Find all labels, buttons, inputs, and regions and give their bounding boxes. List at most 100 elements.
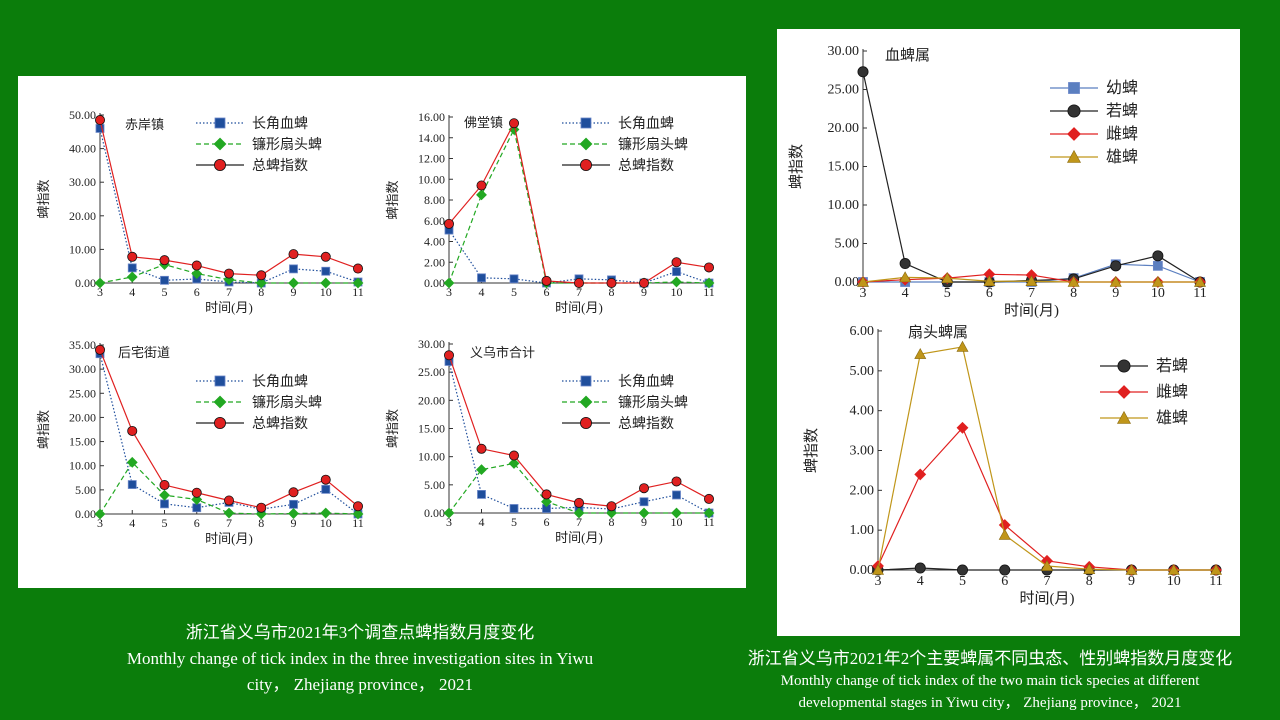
- x-tick-label: 10: [320, 516, 332, 530]
- data-point: [443, 350, 454, 361]
- data-point: [223, 507, 235, 519]
- data-point: [191, 494, 203, 505]
- x-tick-label: 6: [544, 285, 550, 299]
- y-tick-label: 0.00: [835, 275, 860, 290]
- chart-title: 扇头蜱属: [908, 324, 968, 341]
- left-caption-zh: 浙江省义乌市2021年3个调查点蜱指数月度变化: [185, 623, 535, 642]
- data-point: [1151, 275, 1164, 287]
- data-point: [671, 257, 682, 268]
- data-point: [256, 270, 267, 281]
- y-tick-label: 0.00: [424, 506, 445, 520]
- y-tick-label: 20.00: [69, 209, 96, 223]
- legend-label: 长角血蜱: [252, 374, 308, 390]
- y-tick-label: 6.00: [424, 214, 445, 228]
- y-tick-label: 1.00: [850, 523, 875, 538]
- x-tick-label: 10: [320, 285, 332, 299]
- y-tick-label: 20.00: [418, 393, 445, 407]
- data-point: [606, 277, 617, 288]
- data-point: [1109, 275, 1122, 287]
- data-point: [126, 456, 138, 468]
- x-tick-label: 7: [226, 285, 232, 299]
- left-caption-en-2: city， Zhejiang province， 2021: [246, 675, 474, 694]
- data-point: [159, 489, 170, 501]
- x-tick-label: 5: [944, 286, 951, 301]
- y-tick-label: 2.00: [850, 483, 875, 498]
- data-point: [508, 118, 519, 129]
- chart-3: 0.00 5.00 10.00 15.00 20.00 25.00 30.00 35.00 3 4…: [36, 338, 364, 546]
- data-point: [703, 277, 715, 289]
- y-axis-label: 蜱指数: [385, 180, 400, 219]
- x-tick-label: 10: [671, 515, 683, 529]
- data-point: [672, 490, 681, 500]
- chart-5: 0.00 5.00 10.00 15.00 20.00 25.00 30.00 3 4 5 6 7 8 9…: [788, 44, 1207, 319]
- data-point: [541, 489, 552, 500]
- legend-label: 镰形扇头蜱: [618, 136, 688, 153]
- data-point: [476, 180, 487, 191]
- data-point: [95, 344, 106, 355]
- data-point: [94, 508, 106, 520]
- x-tick-label: 11: [352, 516, 364, 530]
- y-tick-label: 4.00: [850, 404, 875, 419]
- data-point: [1083, 563, 1096, 575]
- y-axis-label: 蜱指数: [803, 428, 820, 473]
- y-tick-label: 0.00: [75, 507, 96, 521]
- y-tick-label: 10.00: [828, 198, 860, 213]
- x-tick-label: 4: [479, 515, 485, 529]
- data-point: [1167, 563, 1180, 575]
- legend-marker: [1068, 82, 1080, 94]
- data-point: [95, 115, 106, 126]
- data-point: [914, 562, 926, 574]
- left-figure-panel: [18, 76, 746, 588]
- data-point: [191, 268, 203, 280]
- data-point: [983, 275, 996, 287]
- y-tick-label: 10.00: [418, 450, 445, 464]
- legend-marker: [213, 158, 226, 171]
- data-point: [320, 474, 331, 485]
- y-tick-label: 30.00: [418, 337, 445, 351]
- data-point: [288, 487, 299, 498]
- x-tick-label: 5: [511, 285, 517, 299]
- x-tick-label: 3: [97, 516, 103, 530]
- data-point: [509, 504, 519, 513]
- chart-title: 赤岸镇: [125, 117, 164, 132]
- data-point: [703, 507, 715, 519]
- data-point: [476, 464, 487, 476]
- data-point: [1209, 563, 1223, 575]
- data-point: [508, 458, 520, 469]
- data-point: [443, 507, 455, 519]
- legend-marker: [1117, 385, 1131, 399]
- data-point: [914, 468, 927, 481]
- data-point: [574, 497, 585, 508]
- data-point: [1025, 275, 1038, 287]
- y-tick-label: 2.00: [424, 255, 445, 269]
- x-tick-label: 4: [129, 516, 135, 530]
- x-tick-label: 8: [1086, 574, 1093, 589]
- data-point: [671, 476, 682, 487]
- x-tick-label: 6: [986, 286, 993, 301]
- x-tick-label: 7: [576, 285, 582, 299]
- legend-label: 雌蜱: [1106, 125, 1138, 143]
- x-tick-label: 8: [609, 515, 615, 529]
- data-point: [509, 274, 519, 284]
- y-tick-label: 5.00: [424, 478, 445, 492]
- y-axis-label: 蜱指数: [36, 410, 51, 449]
- x-tick-label: 6: [1001, 574, 1008, 589]
- x-tick-label: 9: [1112, 286, 1119, 301]
- data-point: [998, 528, 1011, 540]
- data-point: [288, 249, 299, 260]
- y-tick-label: 20.00: [69, 410, 96, 424]
- x-tick-label: 4: [917, 574, 924, 589]
- y-tick-label: 0.00: [850, 563, 875, 578]
- x-tick-label: 10: [671, 285, 683, 299]
- series-line: [99, 349, 359, 509]
- data-point: [320, 251, 331, 262]
- data-point: [126, 271, 138, 283]
- legend-marker: [1067, 104, 1081, 118]
- data-point: [899, 271, 912, 283]
- x-tick-label: 4: [129, 285, 135, 299]
- data-point: [289, 499, 298, 509]
- data-point: [671, 507, 682, 519]
- x-axis-label: 时间(月): [205, 300, 253, 315]
- legend-marker: [580, 158, 593, 171]
